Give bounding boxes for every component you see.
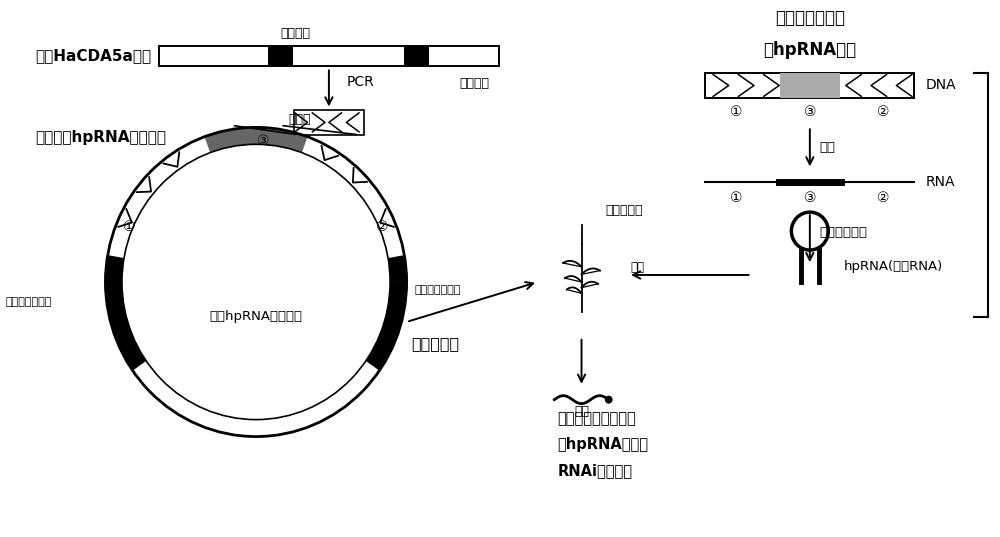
Text: 植物转录终止子: 植物转录终止子	[414, 285, 461, 295]
Wedge shape	[205, 127, 308, 153]
Text: ③: ③	[257, 134, 269, 148]
Text: 转基因植物: 转基因植物	[606, 204, 643, 216]
Text: 下游引物: 下游引物	[460, 77, 490, 91]
Text: 上游引物: 上游引物	[280, 27, 310, 40]
Text: RNA: RNA	[926, 175, 955, 189]
Text: ②: ②	[877, 105, 889, 119]
Text: PCR: PCR	[346, 76, 374, 90]
Wedge shape	[366, 282, 407, 371]
Text: hpRNA(发卡RNA): hpRNA(发卡RNA)	[844, 259, 943, 272]
Wedge shape	[105, 255, 146, 371]
Text: DNA: DNA	[926, 78, 957, 92]
Text: 害虫: 害虫	[574, 405, 589, 418]
Text: 植物hpRNA表达载体: 植物hpRNA表达载体	[210, 310, 303, 323]
Circle shape	[605, 396, 613, 404]
Text: 一、HaCDA5a基因: 一、HaCDA5a基因	[35, 48, 152, 63]
Text: ③: ③	[804, 191, 816, 205]
Text: 四、转基因转录: 四、转基因转录	[775, 9, 845, 27]
Circle shape	[105, 127, 407, 437]
Bar	[404, 46, 429, 66]
Text: ③: ③	[804, 105, 816, 119]
Text: RNAi导致死亡: RNAi导致死亡	[557, 463, 632, 478]
Bar	[294, 110, 364, 135]
Text: ②: ②	[376, 220, 389, 234]
Text: 害虫: 害虫	[630, 260, 644, 273]
Text: 五、取食植物害虫摄: 五、取食植物害虫摄	[557, 411, 636, 426]
Text: 二、构建hpRNA表达载体: 二、构建hpRNA表达载体	[35, 130, 166, 145]
Text: 反向序列配对: 反向序列配对	[820, 226, 868, 238]
Text: 及hpRNA形成: 及hpRNA形成	[763, 41, 856, 59]
Bar	[705, 72, 914, 98]
Text: 内含子: 内含子	[288, 113, 311, 126]
Text: ①: ①	[730, 105, 743, 119]
Text: 转录: 转录	[820, 141, 836, 154]
Text: 三、转基因: 三、转基因	[411, 336, 460, 351]
Text: ①: ①	[730, 191, 743, 205]
Bar	[268, 46, 293, 66]
Wedge shape	[388, 255, 407, 282]
Text: 植物转录起动子: 植物转录起动子	[6, 297, 52, 307]
Text: ①: ①	[123, 220, 136, 234]
Text: ②: ②	[877, 191, 889, 205]
Bar	[780, 72, 840, 98]
Bar	[159, 46, 499, 66]
Text: 入hpRNA而引起: 入hpRNA而引起	[557, 437, 648, 452]
